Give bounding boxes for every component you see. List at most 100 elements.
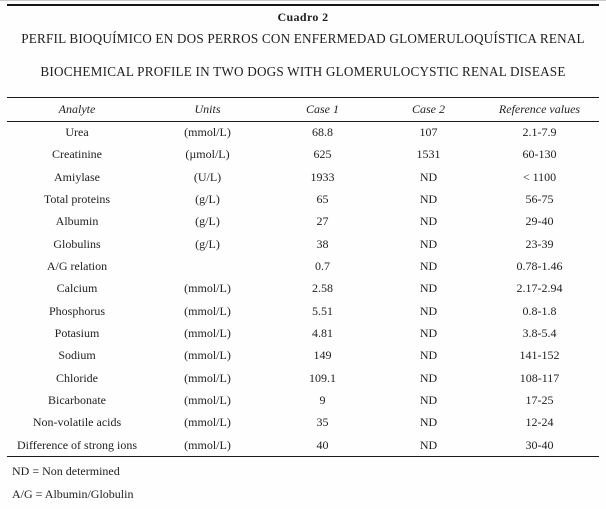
cell-case1: 1933 [310, 169, 335, 184]
table-row-bicarbonate: Bicarbonate (mmol/L) 9 ND 17-25 [7, 389, 599, 411]
table-row-urea: Urea (mmol/L) 68.8 107 2.1-7.9 [7, 122, 599, 144]
cell-units: (mmol/L) [184, 281, 231, 296]
cell-case1: 625 [313, 147, 332, 162]
cell-units: (g/L) [195, 236, 220, 251]
cell-case2: ND [419, 348, 438, 363]
cell-case2: ND [419, 437, 438, 452]
cell-case2: ND [419, 192, 438, 207]
cell-case2: ND [419, 326, 438, 341]
cell-analyte: Sodium [58, 348, 96, 363]
cell-case2: ND [419, 259, 438, 274]
table-title-spanish: PERFIL BIOQUÍMICO EN DOS PERROS CON ENFE… [21, 31, 585, 46]
cell-units [147, 255, 268, 277]
cell-reference: 3.8-5.4 [522, 326, 557, 341]
cell-case1: 0.7 [315, 259, 330, 274]
cell-analyte: Urea [65, 125, 89, 140]
cell-analyte: Potasium [54, 326, 100, 341]
cell-units: (mmol/L) [184, 125, 231, 140]
cell-analyte: Globulins [53, 236, 101, 251]
table-row-potasium: Potasium (mmol/L) 4.81 ND 3.8-5.4 [7, 322, 599, 344]
cell-case1: 9 [319, 393, 326, 408]
cell-case1: 27 [316, 214, 329, 229]
footnote-ag-definition: A/G = Albumin/Globulin [12, 486, 134, 501]
footnote-nd-definition: ND = Non determined [12, 463, 120, 478]
cell-analyte: Bicarbonate [48, 393, 106, 408]
cell-case1: 149 [313, 348, 332, 363]
cell-case1: 65 [316, 192, 329, 207]
col-header-case2: Case 2 [412, 102, 445, 116]
cell-case2: ND [419, 214, 438, 229]
table-row-globulins: Globulins (g/L) 38 ND 23-39 [7, 233, 599, 255]
col-header-units: Units [194, 102, 221, 116]
cell-units: (mmol/L) [184, 415, 231, 430]
cell-analyte: Albumin [55, 214, 99, 229]
cell-reference: 29-40 [525, 214, 554, 229]
cell-units: (mmol/L) [184, 348, 231, 363]
cell-case1: 5.51 [312, 303, 333, 318]
cell-analyte: Total proteins [43, 192, 111, 207]
col-header-case1: Case 1 [306, 102, 339, 116]
cell-reference: 60-130 [522, 147, 557, 162]
table-row-difference-strong-ions: Difference of strong ions (mmol/L) 40 ND… [7, 434, 599, 456]
table-row-albumin: Albumin (g/L) 27 ND 29-40 [7, 211, 599, 233]
table-header-row: Analyte Units Case 1 Case 2 Reference va… [7, 97, 599, 122]
cell-case1: 109.1 [309, 370, 336, 385]
col-header-analyte: Analyte [58, 102, 96, 116]
cell-reference: 2.1-7.9 [522, 125, 557, 140]
col-header-reference: Reference values [498, 102, 581, 116]
cell-case1: 4.81 [312, 326, 333, 341]
cell-case2: 1531 [416, 147, 441, 162]
scan-edge-line [0, 0, 606, 1]
cell-reference: 17-25 [525, 393, 554, 408]
table-row-non-volatile-acids: Non-volatile acids (mmol/L) 35 ND 12-24 [7, 412, 599, 434]
cell-case1: 35 [316, 415, 329, 430]
cell-units: (mmol/L) [184, 393, 231, 408]
cell-analyte: Difference of strong ions [16, 437, 138, 452]
cell-case2: ND [419, 393, 438, 408]
cell-case2: ND [419, 169, 438, 184]
cell-case1: 38 [316, 236, 329, 251]
cell-reference: 23-39 [525, 236, 554, 251]
cell-reference: 2.17-2.94 [516, 281, 563, 296]
biochemical-profile-table: Analyte Units Case 1 Case 2 Reference va… [7, 97, 599, 457]
cell-case2: ND [419, 281, 438, 296]
table-row-phosphorus: Phosphorus (mmol/L) 5.51 ND 0.8-1.8 [7, 300, 599, 322]
cell-case1: 68.8 [312, 125, 333, 140]
cell-reference: 0.8-1.8 [522, 303, 557, 318]
cell-units: (U/L) [193, 169, 222, 184]
table-row-ag-relation: A/G relation 0.7 ND 0.78-1.46 [7, 255, 599, 277]
cell-reference: 30-40 [525, 437, 554, 452]
cell-reference: 0.78-1.46 [516, 259, 563, 274]
cell-reference: < 1100 [522, 169, 557, 184]
cell-analyte: Non-volatile acids [32, 415, 122, 430]
cell-units: (mmol/L) [184, 303, 231, 318]
cell-reference: 12-24 [525, 415, 554, 430]
table-row-chloride: Chloride (mmol/L) 109.1 ND 108-117 [7, 367, 599, 389]
cell-case1: 2.58 [312, 281, 333, 296]
cell-units: (mmol/L) [184, 370, 231, 385]
cell-reference: 56-75 [525, 192, 554, 207]
cell-case2: ND [419, 370, 438, 385]
cell-units: (mmol/L) [184, 326, 231, 341]
cell-units: (mmol/L) [184, 437, 231, 452]
table-row-amiylase: Amiylase (U/L) 1933 ND < 1100 [7, 166, 599, 188]
cell-analyte: Calcium [56, 281, 98, 296]
cell-case2: ND [419, 415, 438, 430]
cell-analyte: Creatinine [52, 147, 102, 162]
cell-analyte: A/G relation [46, 259, 108, 274]
table-row-calcium: Calcium (mmol/L) 2.58 ND 2.17-2.94 [7, 278, 599, 300]
cell-units: (µmol/L) [185, 147, 230, 162]
cell-units: (g/L) [195, 192, 220, 207]
cell-reference: 141-152 [519, 348, 560, 363]
cell-reference: 108-117 [519, 370, 560, 385]
table-row-sodium: Sodium (mmol/L) 149 ND 141-152 [7, 345, 599, 367]
cell-case1: 40 [316, 437, 329, 452]
table-row-total-proteins: Total proteins (g/L) 65 ND 56-75 [7, 188, 599, 210]
cell-case2: ND [419, 303, 438, 318]
table-row-creatinine: Creatinine (µmol/L) 625 1531 60-130 [7, 144, 599, 166]
cell-case2: 107 [419, 125, 438, 140]
table-top-rule [7, 4, 599, 6]
table-title-english: BIOCHEMICAL PROFILE IN TWO DOGS WITH GLO… [40, 64, 566, 79]
table-caption-label: Cuadro 2 [277, 10, 329, 24]
